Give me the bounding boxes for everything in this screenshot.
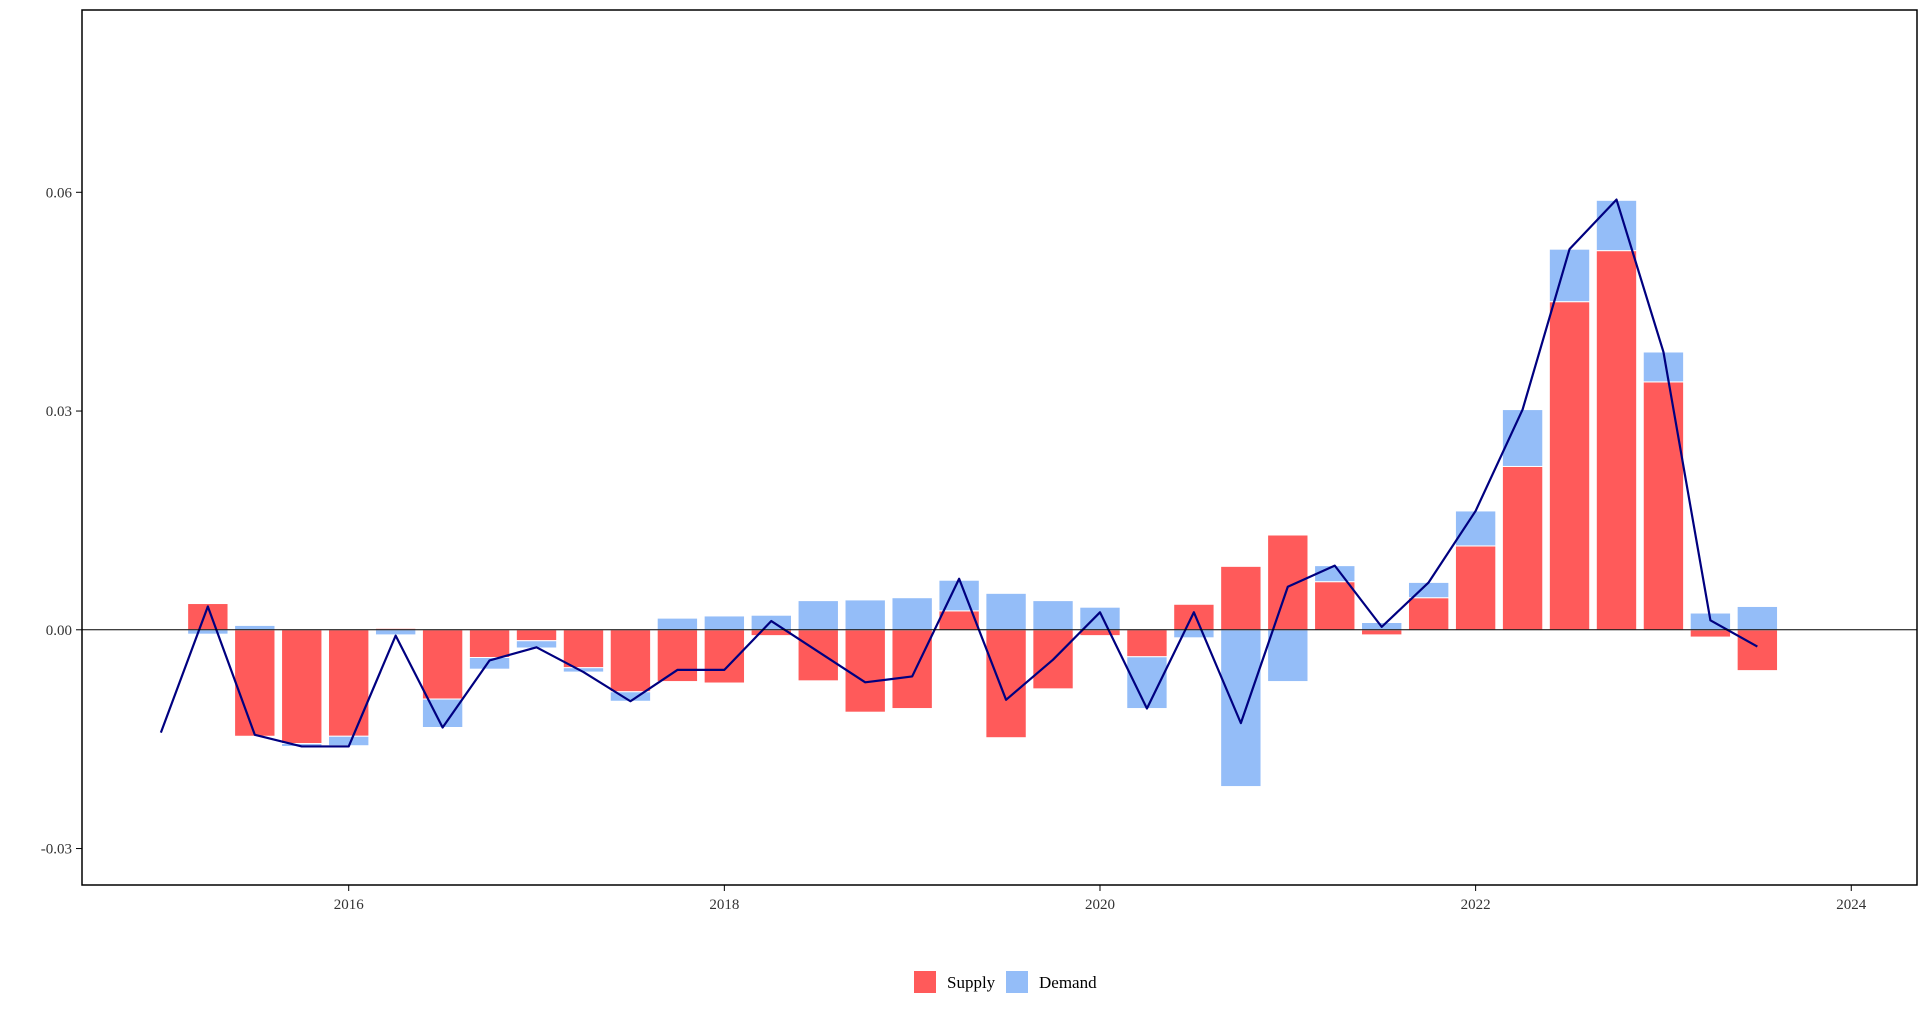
legend-label-supply: Supply bbox=[947, 973, 996, 992]
demand-bar-2023Q3 bbox=[1736, 605, 1779, 631]
supply-bar-2017Q2 bbox=[562, 629, 605, 669]
supply-bar-2019Q3 bbox=[985, 629, 1027, 739]
supply-bar-2023Q3 bbox=[1736, 629, 1779, 672]
plot-frame bbox=[81, 9, 1918, 886]
y-tick-label: 0.03 bbox=[46, 404, 72, 420]
demand-bar-2019Q1 bbox=[891, 597, 933, 631]
supply-bar-2020Q3 bbox=[1173, 603, 1215, 631]
demand-bar-2020Q4 bbox=[1220, 629, 1262, 788]
supply-bar-2021Q3 bbox=[1361, 629, 1403, 636]
supply-bar-2016Q3 bbox=[421, 629, 464, 700]
supply-bar-2021Q4 bbox=[1407, 597, 1450, 631]
demand-bar-2022Q1 bbox=[1454, 510, 1497, 547]
supply-bar-2017Q3 bbox=[609, 629, 652, 693]
supply-bar-2019Q1 bbox=[891, 629, 933, 710]
x-tick-label: 2016 bbox=[334, 897, 365, 913]
supply-bar-2022Q3 bbox=[1548, 301, 1591, 631]
supply-bar-2020Q4 bbox=[1220, 565, 1262, 631]
supply-bar-2022Q4 bbox=[1595, 250, 1638, 631]
demand-bar-2018Q4 bbox=[844, 599, 886, 631]
supply-bar-2017Q1 bbox=[515, 629, 558, 642]
demand-bar-2019Q4 bbox=[1032, 600, 1074, 631]
demand-bar-2016Q2 bbox=[374, 629, 417, 636]
axis-layer: -0.03 0.00 0.03 0.06 2016 2018 2020 2022 2024 bbox=[41, 9, 1918, 913]
bars-layer bbox=[187, 199, 1779, 788]
demand-bar-2018Q3 bbox=[797, 600, 839, 631]
supply-bar-2018Q4 bbox=[844, 629, 886, 713]
x-tick-label: 2018 bbox=[709, 897, 739, 913]
total-line bbox=[159, 198, 1758, 748]
x-tick-label: 2024 bbox=[1836, 897, 1867, 913]
legend-swatch-demand bbox=[1006, 971, 1028, 993]
supply-bar-2023Q2 bbox=[1689, 629, 1732, 638]
supply-bar-2016Q4 bbox=[468, 629, 511, 658]
supply-bar-2016Q1 bbox=[328, 629, 370, 737]
demand-bar-2020Q3 bbox=[1173, 629, 1215, 639]
legend-label-demand: Demand bbox=[1039, 973, 1097, 992]
x-tick-label: 2020 bbox=[1085, 897, 1115, 913]
legend-swatch-supply bbox=[914, 971, 936, 993]
supply-bar-2020Q1 bbox=[1079, 629, 1121, 637]
line-layer bbox=[159, 198, 1758, 748]
supply-bar-2015Q4 bbox=[281, 629, 323, 745]
demand-bar-2018Q1 bbox=[703, 615, 746, 631]
demand-bar-2016Q3 bbox=[421, 698, 464, 728]
x-tick-label: 2022 bbox=[1461, 897, 1491, 913]
y-tick-label: -0.03 bbox=[41, 842, 72, 858]
demand-bar-2015Q2 bbox=[187, 629, 229, 635]
supply-bar-2023Q1 bbox=[1642, 381, 1685, 631]
supply-bar-2021Q1 bbox=[1267, 534, 1309, 631]
demand-bar-2020Q2 bbox=[1126, 656, 1168, 710]
supply-bar-2021Q2 bbox=[1314, 581, 1356, 631]
supply-bar-2017Q4 bbox=[656, 629, 699, 683]
demand-bar-2021Q2 bbox=[1314, 565, 1356, 583]
demand-bar-2019Q3 bbox=[985, 592, 1027, 631]
supply-bar-2022Q1 bbox=[1454, 545, 1497, 631]
y-tick-label: 0.00 bbox=[46, 623, 72, 639]
y-tick-label: 0.06 bbox=[46, 185, 73, 201]
supply-bar-2020Q2 bbox=[1126, 629, 1168, 658]
demand-bar-2015Q3 bbox=[234, 624, 276, 631]
demand-bar-2021Q1 bbox=[1267, 629, 1309, 683]
demand-bar-2017Q4 bbox=[656, 617, 699, 631]
supply-bar-2022Q2 bbox=[1501, 465, 1544, 631]
demand-bar-2016Q4 bbox=[468, 657, 511, 670]
supply-bar-2015Q3 bbox=[234, 629, 276, 737]
supply-bar-2018Q3 bbox=[797, 629, 839, 682]
legend: Supply Demand bbox=[914, 971, 1097, 993]
